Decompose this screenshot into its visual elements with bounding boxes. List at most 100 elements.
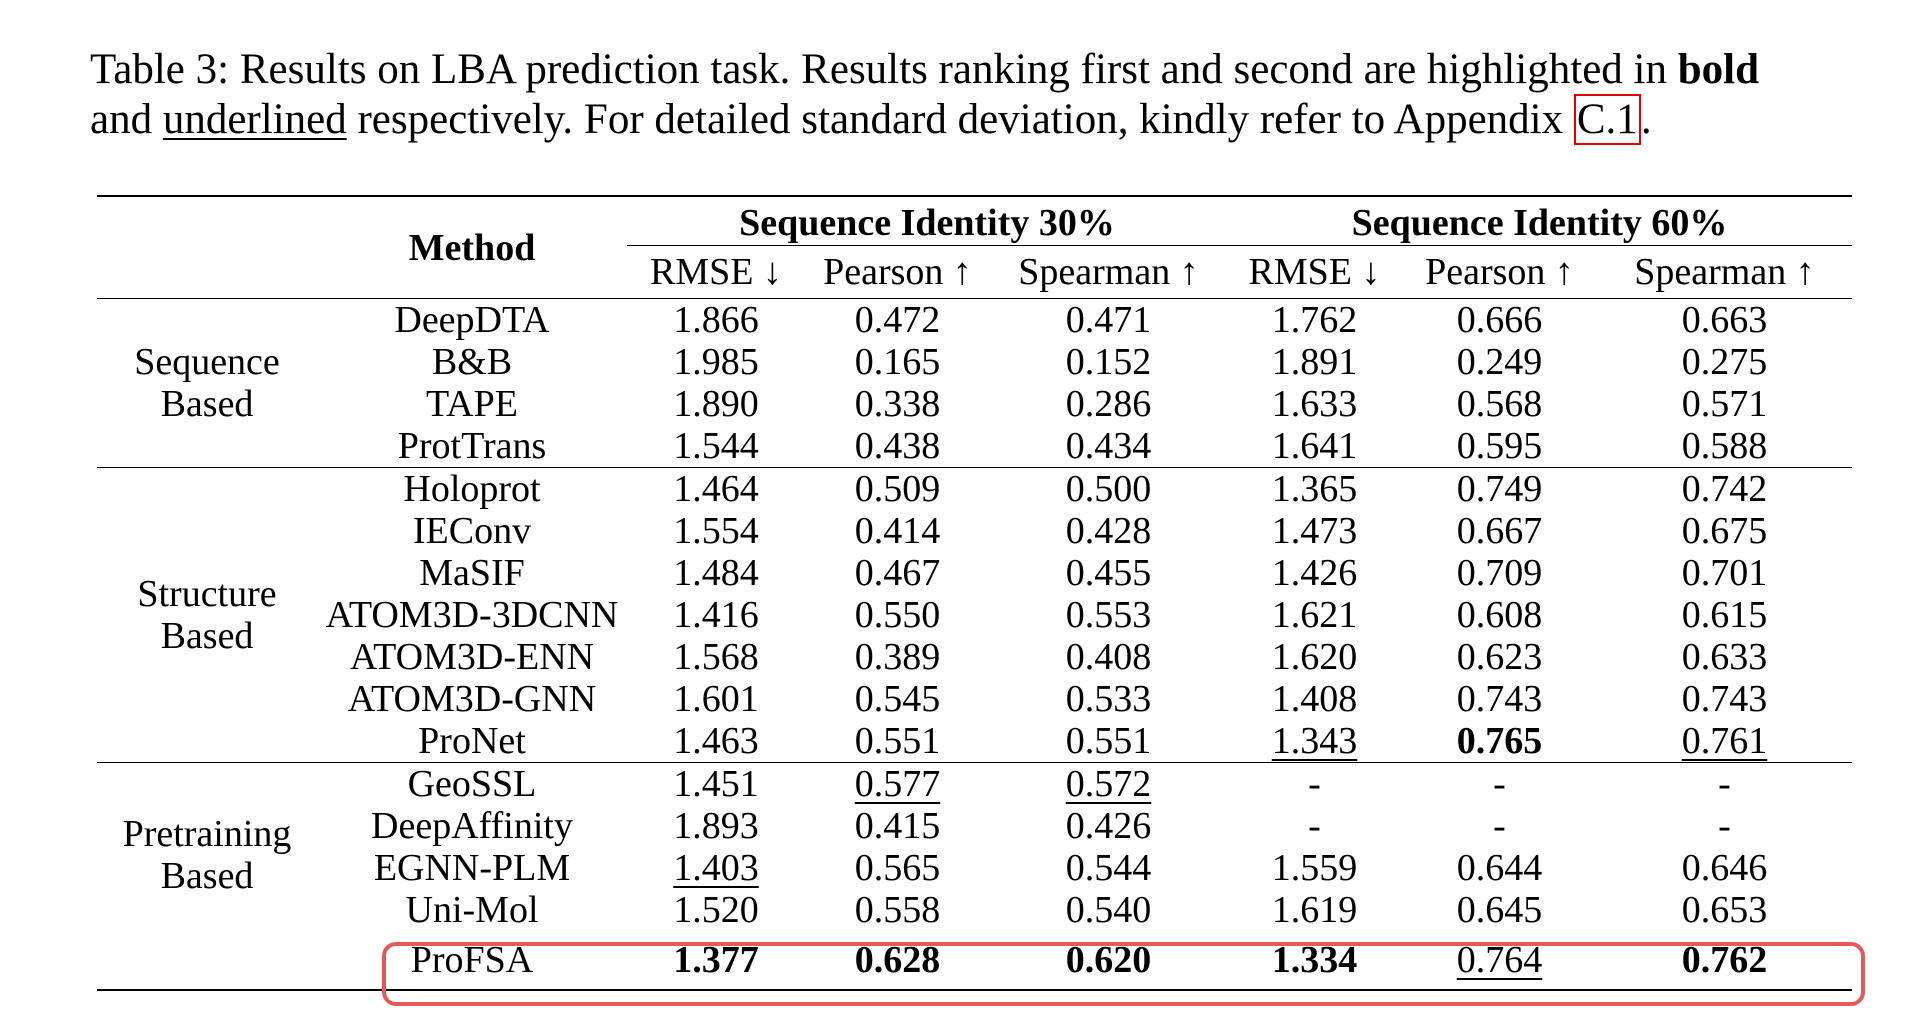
value-cell: 0.742: [1681, 468, 1768, 510]
table-row: Sequence Based DeepDTA 1.866 0.472 0.471…: [97, 298, 1852, 425]
value-cell: 1.890: [673, 383, 759, 425]
best-value-cell: 1.334: [1271, 939, 1358, 981]
second-best-value: 0.761: [1681, 720, 1768, 762]
results-table: Method Sequence Identity 30% Sequence Id…: [97, 195, 1852, 991]
table-row: TAPE 1.890 0.338 0.286 1.633 0.568 0.571: [97, 383, 1852, 425]
value-cell: 0.553: [1065, 594, 1152, 636]
value-cell: 1.426: [1271, 552, 1358, 594]
value-cell: 0.471: [1065, 299, 1152, 341]
table-row: DeepAffinity 1.893 0.415 0.426 - - -: [97, 805, 1852, 847]
value-cell: 1.619: [1271, 889, 1358, 931]
value-cell: 0.558: [854, 889, 941, 931]
value-cell: 1.473: [1271, 510, 1358, 552]
value-cell: -: [1493, 763, 1506, 805]
value-cell: 1.641: [1271, 425, 1358, 467]
value-cell: 0.551: [854, 720, 941, 762]
value-cell: 0.623: [1456, 636, 1543, 678]
table-row-partial: Uni-Mol 1.520 0.558 0.540 1.619 0.645 0.…: [97, 889, 1852, 931]
value-cell: 0.565: [854, 847, 941, 889]
second-best-value: 0.764: [1456, 939, 1543, 981]
value-cell: 0.743: [1456, 678, 1543, 720]
value-cell: 0.571: [1681, 383, 1768, 425]
value-cell: -: [1493, 805, 1506, 847]
value-cell: 1.464: [673, 468, 759, 510]
second-best-value: 1.343: [1271, 720, 1358, 762]
value-cell: 0.646: [1681, 847, 1768, 889]
method-cell: Uni-Mol: [405, 889, 539, 931]
value-cell: 0.249: [1456, 341, 1543, 383]
caption-underlined-word: underlined: [162, 96, 347, 143]
second-best-value: 0.577: [854, 763, 941, 805]
table-row: ProNet 1.463 0.551 0.551 1.343 0.765 0.7…: [97, 720, 1852, 763]
value-cell: 1.343: [1227, 720, 1402, 763]
caption-prefix: Table 3: Results on LBA prediction task.…: [90, 46, 1678, 93]
method-cell: ProtTrans: [397, 425, 547, 467]
value-cell: 1.403: [627, 847, 805, 889]
value-cell: 1.891: [1271, 341, 1358, 383]
value-cell: 1.601: [673, 678, 759, 720]
caption-end: .: [1640, 96, 1652, 143]
value-cell: 0.415: [854, 805, 941, 847]
value-cell: 0.408: [1065, 636, 1152, 678]
method-cell: Holoprot: [403, 468, 541, 510]
table-row: Structure Based Holoprot 1.464 0.509 0.5…: [97, 467, 1852, 657]
value-cell: 0.615: [1681, 594, 1768, 636]
value-cell: 0.577: [805, 763, 990, 805]
value-cell: 1.633: [1271, 383, 1358, 425]
metric-header: RMSE ↓: [1248, 251, 1381, 293]
category-header: [97, 196, 317, 299]
value-cell: 0.663: [1681, 299, 1768, 341]
value-cell: 0.338: [854, 383, 941, 425]
value-cell: 0.568: [1456, 383, 1543, 425]
value-cell: 0.286: [1065, 383, 1152, 425]
value-cell: 1.544: [673, 425, 759, 467]
value-cell: 0.667: [1456, 510, 1543, 552]
caption-bold-word: bold: [1677, 46, 1760, 93]
value-cell: 0.544: [1065, 847, 1152, 889]
value-cell: 0.764: [1402, 931, 1597, 990]
value-cell: 0.550: [854, 594, 941, 636]
value-cell: 1.520: [673, 889, 759, 931]
caption-line2-mid: respectively. For detailed standard devi…: [346, 96, 1574, 143]
metric-header: Pearson ↑: [1425, 251, 1574, 293]
category-structure: Structure Based: [137, 573, 277, 657]
best-value-cell: 0.762: [1681, 939, 1768, 981]
table-row: ProtTrans 1.544 0.438 0.434 1.641 0.595 …: [97, 425, 1852, 468]
method-cell: TAPE: [426, 383, 518, 425]
value-cell: 0.653: [1681, 889, 1768, 931]
value-cell: 0.434: [1065, 425, 1152, 467]
category-sequence: Sequence Based: [134, 341, 280, 425]
method-cell: IEConv: [412, 510, 532, 552]
value-cell: 0.540: [1065, 889, 1152, 931]
table-row: B&B 1.985 0.165 0.152 1.891 0.249 0.275: [97, 341, 1852, 383]
category-pretraining: Pretraining Based: [122, 813, 292, 897]
appendix-link[interactable]: C.1: [1573, 94, 1641, 145]
value-cell: 1.463: [673, 720, 759, 762]
caption-line2-pre: and: [90, 96, 163, 143]
value-cell: 0.389: [854, 636, 941, 678]
method-cell: B&B: [431, 341, 513, 383]
best-value-cell: 0.765: [1456, 720, 1543, 762]
value-cell: -: [1718, 763, 1731, 805]
value-cell: -: [1308, 763, 1321, 805]
value-cell: 0.588: [1681, 425, 1768, 467]
value-cell: 0.709: [1456, 552, 1543, 594]
table-row: ATOM3D-GNN 1.601 0.545 0.533 1.408 0.743…: [97, 678, 1852, 720]
method-cell: ATOM3D-3DCNN: [325, 594, 619, 636]
second-best-value: 1.403: [673, 847, 759, 889]
value-cell: 0.152: [1065, 341, 1152, 383]
table-row: IEConv 1.554 0.414 0.428 1.473 0.667 0.6…: [97, 510, 1852, 552]
value-cell: 1.893: [673, 805, 759, 847]
metric-header: Spearman ↑: [1018, 251, 1199, 293]
value-cell: 0.675: [1681, 510, 1768, 552]
value-cell: 0.438: [854, 425, 941, 467]
table-row-profsa: ProFSA 1.377 0.628 0.620 1.334 0.764 0.7…: [97, 931, 1852, 990]
metric-header: Pearson ↑: [823, 251, 972, 293]
value-cell: 0.467: [854, 552, 941, 594]
value-cell: -: [1308, 805, 1321, 847]
value-cell: 0.743: [1681, 678, 1768, 720]
value-cell: 1.620: [1271, 636, 1358, 678]
value-cell: 0.275: [1681, 341, 1768, 383]
value-cell: 1.762: [1271, 299, 1358, 341]
value-cell: 0.165: [854, 341, 941, 383]
